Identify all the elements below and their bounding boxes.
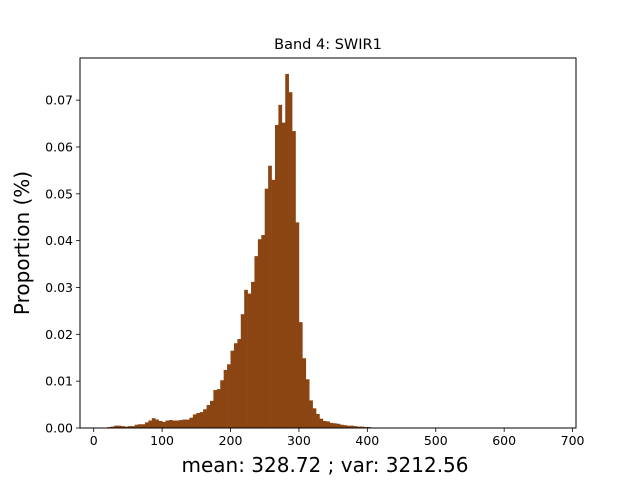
histogram-bar [305, 379, 310, 428]
histogram-bar [254, 256, 259, 428]
histogram-bar [350, 425, 354, 428]
y-tick-label: 0.01 [45, 374, 73, 389]
histogram-bar [220, 380, 224, 428]
histogram-bar [216, 389, 221, 428]
histogram-bar [199, 412, 204, 428]
histogram-bar [339, 424, 344, 428]
x-tick-label: 200 [219, 433, 243, 448]
histogram-bar [336, 423, 341, 428]
histogram-bar [209, 400, 214, 428]
histogram-bar [213, 390, 218, 428]
histogram-bar [237, 339, 242, 428]
x-axis-ticks: 0 100 200 300 400 500 600 700 [90, 428, 585, 448]
histogram-bar [131, 426, 136, 428]
y-tick-label: 0.05 [45, 186, 73, 201]
histogram-bar [121, 426, 125, 428]
histogram-bar [230, 350, 235, 428]
x-tick-label: 400 [355, 433, 379, 448]
histogram-bar [264, 188, 269, 428]
histogram-bar [247, 293, 252, 428]
histogram-bar [114, 425, 118, 428]
histogram-bar [158, 420, 163, 428]
histogram-bar [223, 369, 228, 428]
histogram-bar [240, 314, 245, 428]
y-axis-ticks: 0.00 0.01 0.02 0.03 0.04 0.05 0.06 0.07 [45, 93, 80, 436]
histogram-bar [151, 418, 156, 428]
y-tick-label: 0.06 [45, 139, 73, 154]
histogram-bar [322, 420, 327, 428]
histogram-bar [285, 73, 289, 429]
histogram-bar [292, 131, 296, 428]
histogram-bar [110, 426, 115, 428]
x-tick-label: 100 [150, 433, 174, 448]
histogram-bar [182, 419, 187, 428]
histogram-bar [165, 420, 170, 428]
y-tick-label: 0.04 [45, 233, 73, 248]
histogram-bar [319, 418, 324, 428]
histogram-bar [141, 424, 146, 428]
x-axis-title: mean: 328.72 ; var: 3212.56 [181, 453, 468, 477]
histogram-bar [227, 364, 231, 428]
histogram-bar [179, 420, 183, 428]
histogram-bar [244, 289, 248, 428]
histogram-bar [271, 179, 276, 428]
histogram-bar [117, 425, 122, 428]
x-tick-label: 0 [90, 433, 98, 448]
histogram-bar [175, 420, 180, 428]
histogram-bar [316, 413, 320, 428]
x-tick-label: 600 [492, 433, 516, 448]
histogram-bar [278, 104, 283, 428]
histogram-bar [274, 124, 279, 428]
histogram-bar [343, 425, 348, 428]
histogram-bar [309, 400, 313, 428]
histogram-bar [295, 222, 300, 428]
histogram-bar [346, 425, 351, 428]
y-tick-label: 0.07 [45, 93, 73, 108]
histogram-bar [203, 409, 207, 428]
histogram-bar [124, 426, 129, 428]
histogram-bar [281, 122, 286, 428]
histogram-bar [302, 358, 307, 428]
histogram-bar [251, 281, 255, 428]
histogram-bar [312, 408, 317, 428]
y-axis-title: Proportion (%) [10, 171, 34, 315]
histogram-bar [333, 423, 337, 428]
histogram-bar [326, 421, 331, 428]
histogram-bar [144, 422, 149, 428]
histogram-bar [189, 417, 194, 428]
y-tick-label: 0.03 [45, 280, 73, 295]
chart-title: Band 4: SWIR1 [274, 37, 382, 53]
histogram-bar [192, 414, 197, 428]
histogram-bar [155, 419, 159, 428]
histogram-bar [268, 165, 272, 428]
histogram-bar [138, 424, 142, 428]
histogram-bar [162, 421, 166, 428]
histogram-bar [168, 420, 173, 428]
histogram-bar [257, 239, 262, 428]
histogram-bar [298, 322, 303, 428]
x-tick-label: 300 [287, 433, 311, 448]
plot-frame [79, 57, 577, 429]
histogram-bar [127, 426, 132, 428]
histogram-bars [107, 73, 423, 429]
histogram-bar [206, 405, 211, 428]
x-tick-label: 700 [561, 433, 585, 448]
histogram-bar [360, 426, 365, 428]
histogram-bar [353, 426, 358, 428]
histogram-bar [186, 419, 190, 428]
histogram-bar [288, 92, 293, 428]
histogram-bar [357, 426, 361, 428]
histogram-bar [148, 420, 153, 428]
histogram-bar [233, 343, 238, 428]
histogram-bar [196, 413, 201, 428]
y-tick-label: 0.02 [45, 327, 73, 342]
y-tick-label: 0.00 [45, 421, 73, 436]
histogram-bar [172, 420, 177, 428]
histogram-bar [329, 422, 334, 428]
histogram-bar [134, 424, 139, 428]
x-tick-label: 500 [424, 433, 448, 448]
histogram-bar [261, 235, 266, 428]
